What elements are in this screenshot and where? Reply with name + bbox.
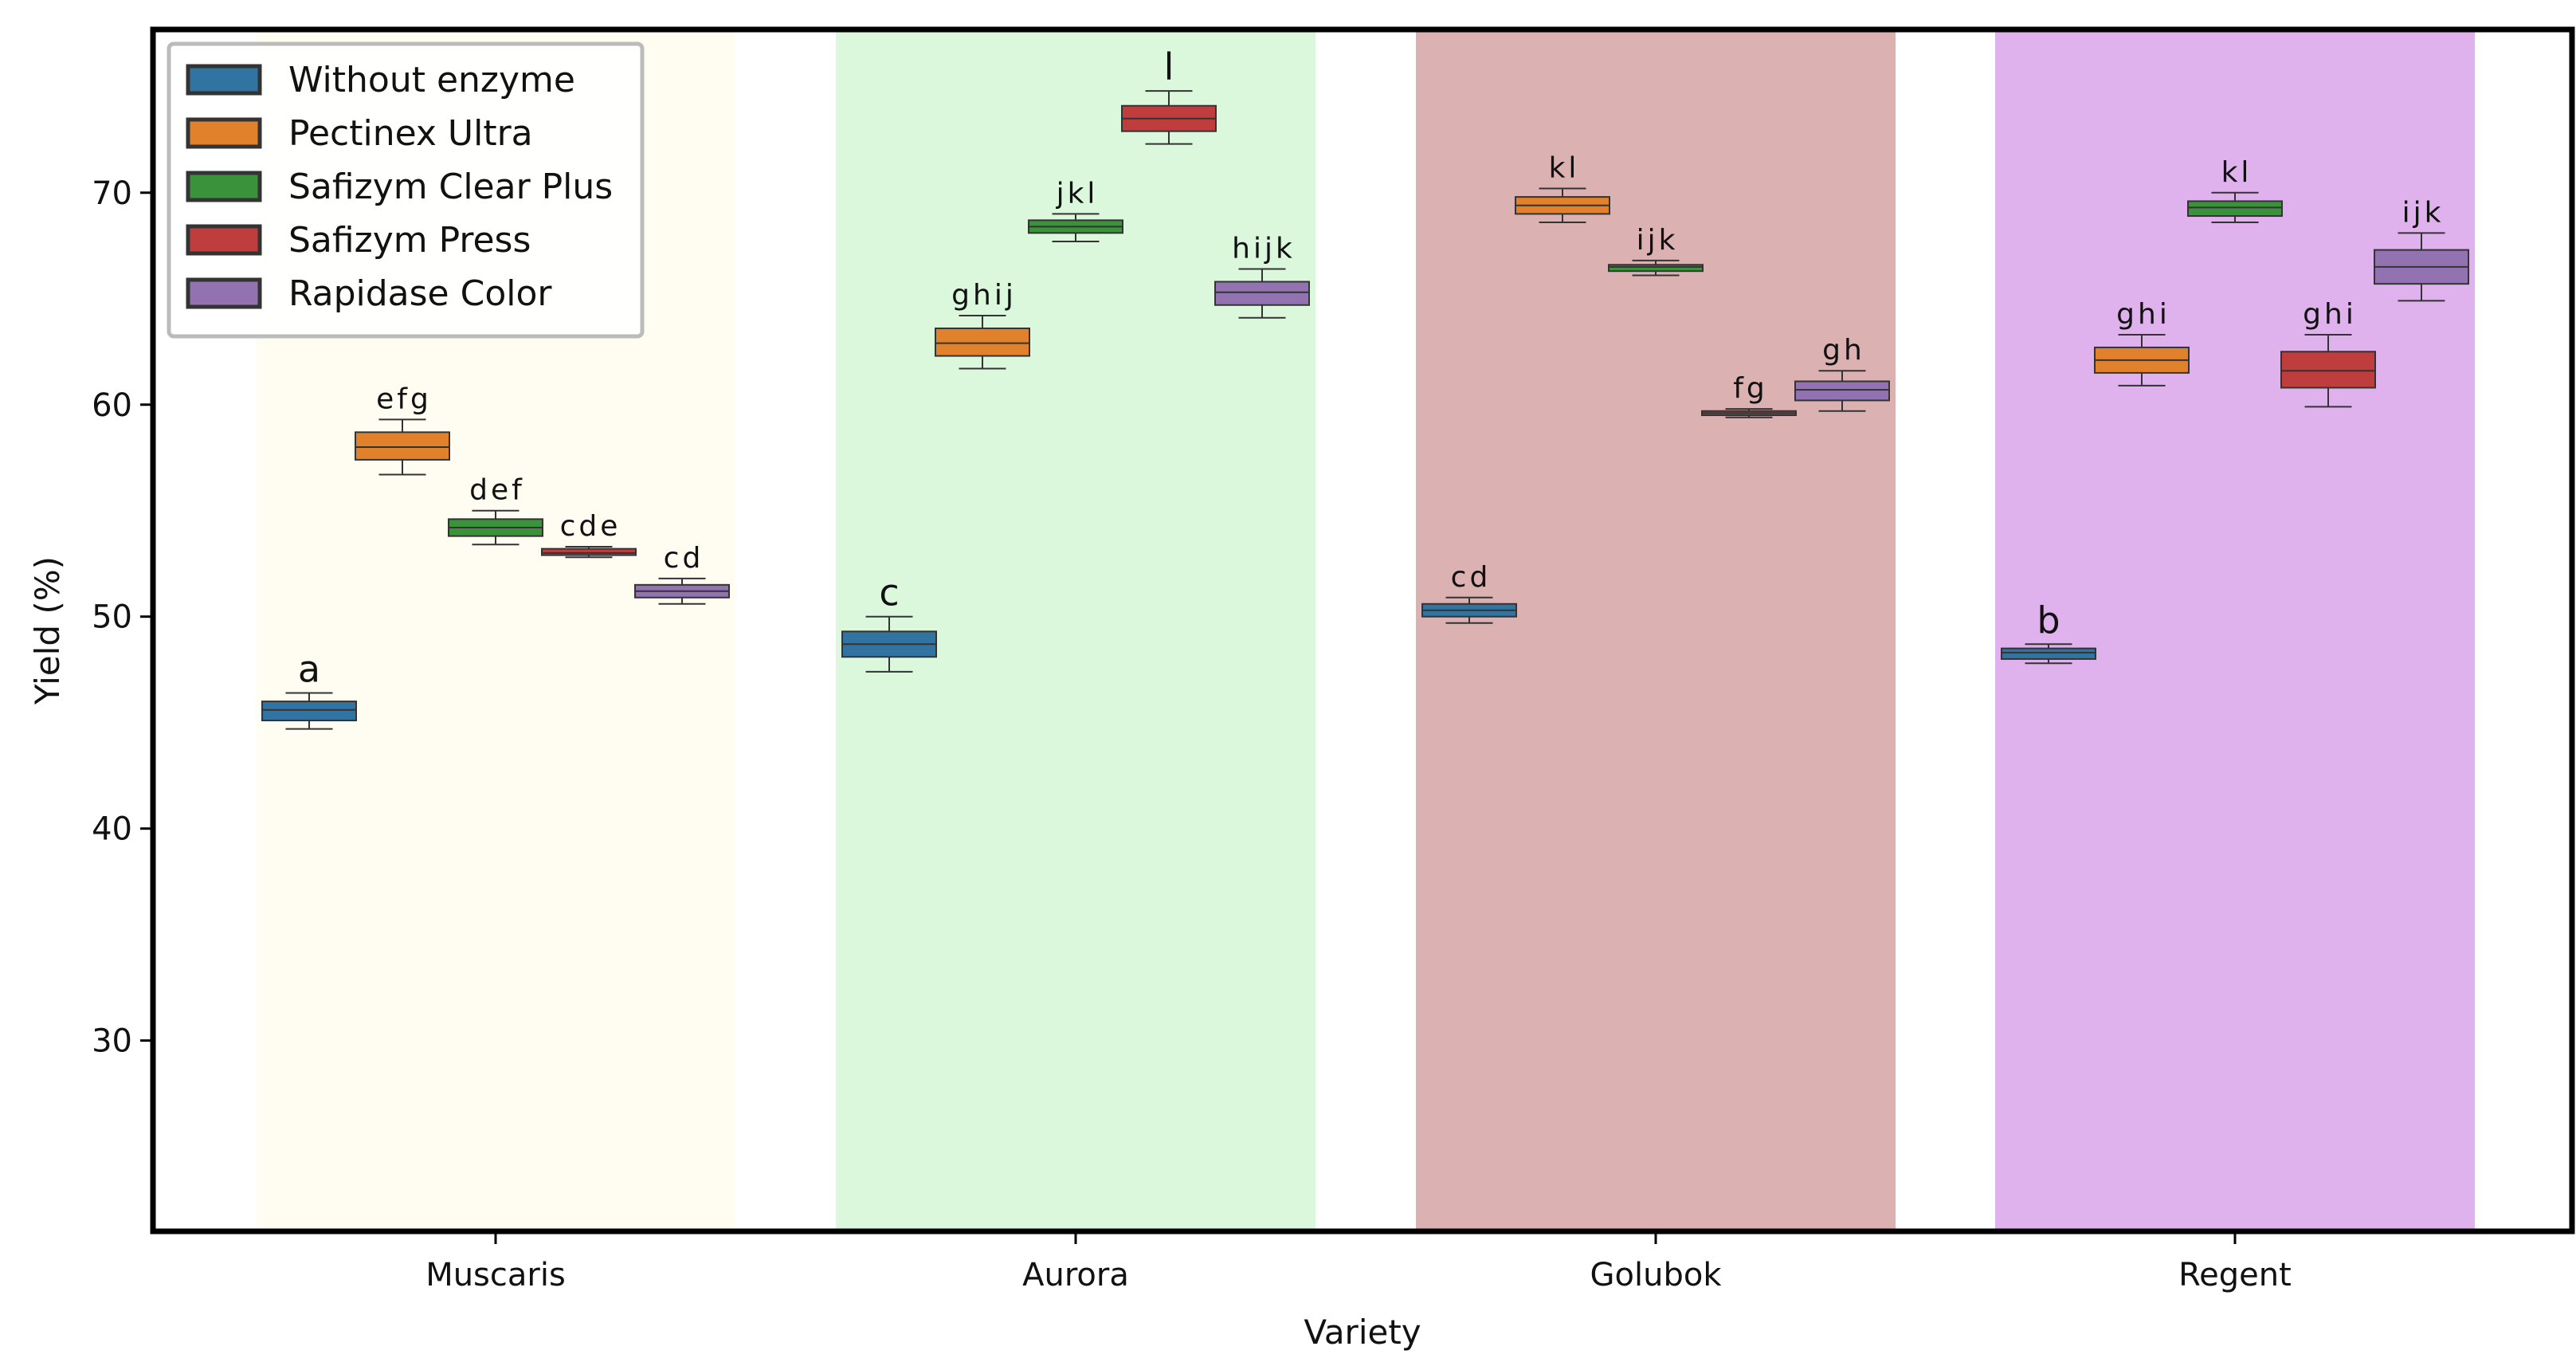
box-aurora-without-enzyme <box>841 615 937 673</box>
band-golubok <box>1416 29 1896 1231</box>
x-tick-label-golubok: Golubok <box>1590 1257 1723 1293</box>
y-tick-label: 70 <box>92 175 132 212</box>
letter-regent-1: ghi <box>2116 298 2170 331</box>
significance-letters: a c cd b efg ghij kl ghi def jkl ijk kl cde l fg ghi cd h… <box>298 45 2445 690</box>
box-golubok-safizym-press <box>1701 408 1797 418</box>
legend: Without enzyme Pectinex Ultra Safizym Clea… <box>167 41 645 339</box>
box-golubok-without-enzyme <box>1421 596 1517 624</box>
letter-aurora-3: l <box>1164 45 1174 88</box>
legend-label-safizym-press: Safizym Press <box>288 220 531 261</box>
x-tick-label-muscaris: Muscaris <box>425 1257 566 1293</box>
box-regent-safizym-press <box>2280 333 2376 408</box>
box-muscaris-safizym-clear-plus <box>448 509 543 546</box>
legend-label-rapidase-color: Rapidase Color <box>288 273 552 314</box>
letter-golubok-2: ijk <box>1637 224 1679 257</box>
x-tick-label-aurora: Aurora <box>1022 1257 1129 1293</box>
y-tick-label: 40 <box>92 811 132 848</box>
band-regent <box>1995 29 2475 1231</box>
letter-regent-3: ghi <box>2303 298 2357 331</box>
letter-muscaris-4: cd <box>664 542 704 575</box>
box-regent-pectinex-ultra <box>2094 333 2190 387</box>
letter-muscaris-1: efg <box>376 383 432 415</box>
box-regent-rapidase-color <box>2374 232 2469 302</box>
box-golubok-rapidase-color <box>1794 370 1890 412</box>
box-series <box>261 90 2469 730</box>
letter-golubok-0: cd <box>1451 561 1492 594</box>
y-axis-ticks: 30 40 50 60 70 <box>92 175 153 1060</box>
legend-label-without-enzyme: Without enzyme <box>288 60 575 100</box>
box-regent-safizym-clear-plus <box>2187 191 2283 224</box>
legend-frame <box>167 41 645 339</box>
legend-swatch-pectinex-ultra <box>186 117 262 149</box>
legend-swatch-without-enzyme <box>186 64 262 96</box>
x-axis-title: Variety <box>1304 1313 1421 1352</box>
y-tick-label: 60 <box>92 387 132 424</box>
box-aurora-pectinex-ultra <box>935 315 1030 370</box>
letter-muscaris-0: a <box>298 647 320 690</box>
iqr-box <box>261 701 357 722</box>
legend-swatch-rapidase-color <box>186 277 262 309</box>
iqr-box <box>935 328 1030 357</box>
box-muscaris-safizym-press <box>541 545 637 559</box>
iqr-box <box>1214 281 1310 306</box>
iqr-box <box>1794 380 1890 402</box>
y-tick-label: 30 <box>92 1023 132 1060</box>
x-tick-label-regent: Regent <box>2178 1257 2292 1293</box>
x-axis-ticks: Muscaris Aurora Golubok Regent <box>425 1231 2292 1293</box>
box-aurora-safizym-clear-plus <box>1028 213 1123 242</box>
box-aurora-safizym-press <box>1121 90 1217 145</box>
y-tick-label: 50 <box>92 599 132 636</box>
iqr-box <box>2187 200 2283 218</box>
letter-regent-2: kl <box>2221 156 2253 189</box>
axes: 30 40 50 60 70 Muscaris Aurora Golubok Regent <box>92 175 2292 1293</box>
box-muscaris-without-enzyme <box>261 692 357 730</box>
letter-golubok-1: kl <box>1549 151 1580 184</box>
y-axis-title: Yield (%) <box>28 556 67 705</box>
letter-golubok-3: fg <box>1733 372 1768 405</box>
iqr-box <box>355 431 450 461</box>
letter-golubok-4: gh <box>1822 334 1865 367</box>
box-muscaris-rapidase-color <box>634 577 730 605</box>
iqr-box <box>2001 647 2096 660</box>
letter-regent-0: b <box>2037 599 2060 642</box>
plot-frame <box>150 26 2575 1235</box>
box-golubok-safizym-clear-plus <box>1608 259 1704 277</box>
iqr-box <box>2280 351 2376 389</box>
box-regent-without-enzyme <box>2001 643 2096 665</box>
letter-muscaris-2: def <box>469 474 525 507</box>
letter-aurora-0: c <box>879 571 899 614</box>
letter-aurora-1: ghij <box>951 279 1017 312</box>
box-golubok-pectinex-ultra <box>1515 187 1610 224</box>
letter-aurora-2: jkl <box>1056 177 1099 210</box>
iqr-box <box>541 548 637 556</box>
iqr-box <box>1608 264 1704 273</box>
letter-aurora-4: hijk <box>1232 233 1296 265</box>
box-aurora-rapidase-color <box>1214 268 1310 319</box>
legend-label-pectinex-ultra: Pectinex Ultra <box>288 113 533 154</box>
legend-label-safizym-clear-plus: Safizym Clear Plus <box>288 167 613 207</box>
box-muscaris-pectinex-ultra <box>355 418 450 476</box>
legend-swatch-safizym-clear-plus <box>186 171 262 202</box>
letter-regent-4: ijk <box>2402 196 2445 229</box>
letter-muscaris-3: cde <box>560 510 621 543</box>
legend-swatch-safizym-press <box>186 224 262 256</box>
